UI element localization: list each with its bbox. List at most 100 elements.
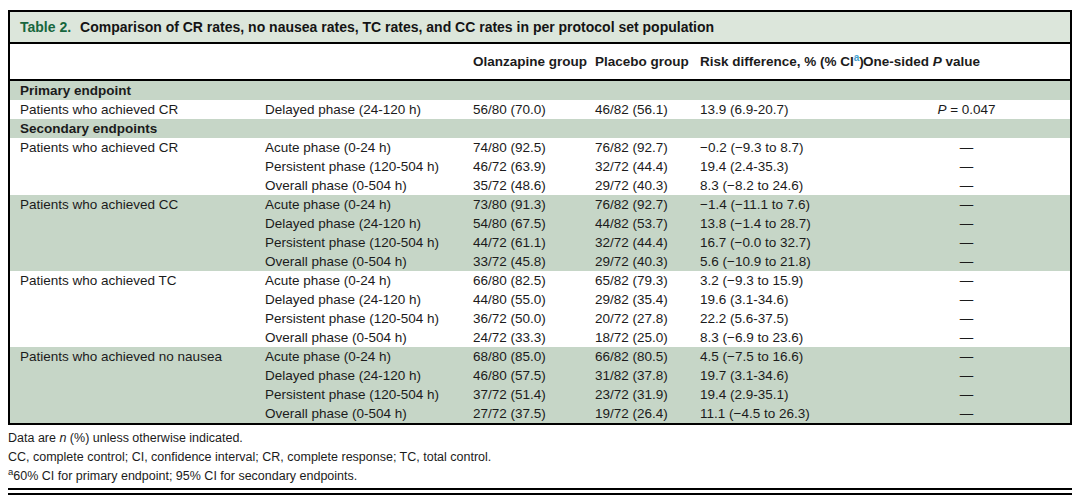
cell-olanzapine: 56/80 (70.0) bbox=[473, 100, 595, 119]
cell-phase: Persistent phase (120-504 h) bbox=[265, 157, 473, 176]
section-row: Primary endpoint bbox=[10, 80, 1070, 100]
cell-olanzapine: 37/72 (51.4) bbox=[473, 385, 595, 404]
cell-phase: Delayed phase (24-120 h) bbox=[265, 214, 473, 233]
cell-endpoint bbox=[10, 176, 265, 195]
cell-endpoint: Patients who achieved CR bbox=[10, 100, 265, 119]
col-header-phase bbox=[265, 44, 473, 80]
table-row: Patients who achieved no nauseaAcute pha… bbox=[10, 347, 1070, 366]
cell-endpoint: Patients who achieved CC bbox=[10, 195, 265, 214]
cell-p-value: — bbox=[863, 195, 1070, 214]
table-2-figure: Table 2. Comparison of CR rates, no naus… bbox=[0, 10, 1080, 501]
cell-placebo: 46/82 (56.1) bbox=[595, 100, 700, 119]
cell-placebo: 29/72 (40.3) bbox=[595, 252, 700, 271]
cell-placebo: 65/82 (79.3) bbox=[595, 271, 700, 290]
cell-risk-difference: 22.2 (5.6-37.5) bbox=[700, 309, 863, 328]
cell-olanzapine: 73/80 (91.3) bbox=[473, 195, 595, 214]
cell-phase: Overall phase (0-504 h) bbox=[265, 404, 473, 423]
table-number: Table 2. bbox=[20, 19, 71, 35]
cell-placebo: 23/72 (31.9) bbox=[595, 385, 700, 404]
cell-placebo: 29/82 (35.4) bbox=[595, 290, 700, 309]
cell-endpoint bbox=[10, 366, 265, 385]
cell-risk-difference: 19.4 (2.4-35.3) bbox=[700, 157, 863, 176]
header-row: Olanzapine group Placebo group Risk diff… bbox=[10, 44, 1070, 80]
cell-p-value: — bbox=[863, 328, 1070, 347]
cell-phase: Acute phase (0-24 h) bbox=[265, 271, 473, 290]
cell-risk-difference: 13.8 (−1.4 to 28.7) bbox=[700, 214, 863, 233]
p-header-italic: P bbox=[933, 54, 942, 69]
cell-risk-difference: −0.2 (−9.3 to 8.7) bbox=[700, 138, 863, 157]
cell-p-value: — bbox=[863, 138, 1070, 157]
col-header-placebo: Placebo group bbox=[595, 44, 700, 80]
cell-endpoint: Patients who achieved CR bbox=[10, 138, 265, 157]
cell-endpoint: Patients who achieved no nausea bbox=[10, 347, 265, 366]
cell-p-value: — bbox=[863, 176, 1070, 195]
cell-phase: Overall phase (0-504 h) bbox=[265, 176, 473, 195]
cell-risk-difference: 13.9 (6.9-20.7) bbox=[700, 100, 863, 119]
cell-p-value: — bbox=[863, 214, 1070, 233]
risk-header-text: Risk difference, % (% CI bbox=[700, 54, 854, 69]
cell-p-value: P = 0.047 bbox=[863, 100, 1070, 119]
cell-endpoint bbox=[10, 385, 265, 404]
cell-olanzapine: 54/80 (67.5) bbox=[473, 214, 595, 233]
cell-phase: Overall phase (0-504 h) bbox=[265, 328, 473, 347]
cell-phase: Delayed phase (24-120 h) bbox=[265, 290, 473, 309]
footnote-line-2: CC, complete control; CI, confidence int… bbox=[8, 448, 1072, 467]
table-title: Comparison of CR rates, no nausea rates,… bbox=[80, 19, 714, 35]
cell-p-value: — bbox=[863, 404, 1070, 423]
cell-phase: Delayed phase (24-120 h) bbox=[265, 100, 473, 119]
cell-risk-difference: 19.4 (2.9-35.1) bbox=[700, 385, 863, 404]
cell-p-value: — bbox=[863, 271, 1070, 290]
cell-olanzapine: 44/72 (61.1) bbox=[473, 233, 595, 252]
table-row: Delayed phase (24-120 h)44/80 (55.0)29/8… bbox=[10, 290, 1070, 309]
cell-risk-difference: 8.3 (−8.2 to 24.6) bbox=[700, 176, 863, 195]
section-row: Secondary endpoints bbox=[10, 119, 1070, 138]
section-label: Primary endpoint bbox=[10, 80, 1070, 100]
footnote3-text: 60% CI for primary endpoint; 95% CI for … bbox=[13, 469, 357, 483]
cell-p-value: — bbox=[863, 347, 1070, 366]
cell-olanzapine: 24/72 (33.3) bbox=[473, 328, 595, 347]
cell-p-value: — bbox=[863, 309, 1070, 328]
cell-phase: Acute phase (0-24 h) bbox=[265, 195, 473, 214]
table-row: Patients who achieved TCAcute phase (0-2… bbox=[10, 271, 1070, 290]
cell-p-value: — bbox=[863, 290, 1070, 309]
cell-phase: Delayed phase (24-120 h) bbox=[265, 366, 473, 385]
bottom-rule bbox=[8, 488, 1072, 495]
cell-placebo: 20/72 (27.8) bbox=[595, 309, 700, 328]
cell-placebo: 18/72 (25.0) bbox=[595, 328, 700, 347]
col-header-olanzapine: Olanzapine group bbox=[473, 44, 595, 80]
table-caption: Table 2. Comparison of CR rates, no naus… bbox=[8, 10, 1072, 44]
cell-placebo: 29/72 (40.3) bbox=[595, 176, 700, 195]
table-row: Persistent phase (120-504 h)44/72 (61.1)… bbox=[10, 233, 1070, 252]
cell-olanzapine: 36/72 (50.0) bbox=[473, 309, 595, 328]
cell-endpoint bbox=[10, 328, 265, 347]
table-row: Persistent phase (120-504 h)37/72 (51.4)… bbox=[10, 385, 1070, 404]
table-row: Overall phase (0-504 h)33/72 (45.8)29/72… bbox=[10, 252, 1070, 271]
cell-risk-difference: 19.6 (3.1-34.6) bbox=[700, 290, 863, 309]
cell-risk-difference: 19.7 (3.1-34.6) bbox=[700, 366, 863, 385]
table-row: Overall phase (0-504 h)27/72 (37.5)19/72… bbox=[10, 404, 1070, 423]
p-header-suffix: value bbox=[942, 54, 980, 69]
table-row: Persistent phase (120-504 h)36/72 (50.0)… bbox=[10, 309, 1070, 328]
table-footnotes: Data are n (%) unless otherwise indicate… bbox=[8, 429, 1072, 486]
footnote-line-3: a60% CI for primary endpoint; 95% CI for… bbox=[8, 467, 1072, 486]
cell-p-value: — bbox=[863, 233, 1070, 252]
table-row: Delayed phase (24-120 h)46/80 (57.5)31/8… bbox=[10, 366, 1070, 385]
cell-phase: Acute phase (0-24 h) bbox=[265, 347, 473, 366]
table-row: Patients who achieved CRAcute phase (0-2… bbox=[10, 138, 1070, 157]
cell-risk-difference: 3.2 (−9.3 to 15.9) bbox=[700, 271, 863, 290]
footnote1-prefix: Data are bbox=[8, 431, 59, 445]
table-body: Olanzapine group Placebo group Risk diff… bbox=[8, 44, 1072, 425]
cell-endpoint bbox=[10, 290, 265, 309]
cell-endpoint bbox=[10, 252, 265, 271]
cell-olanzapine: 35/72 (48.6) bbox=[473, 176, 595, 195]
cell-endpoint bbox=[10, 404, 265, 423]
cell-risk-difference: 5.6 (−10.9 to 21.8) bbox=[700, 252, 863, 271]
cell-risk-difference: 4.5 (−7.5 to 16.6) bbox=[700, 347, 863, 366]
cell-phase: Acute phase (0-24 h) bbox=[265, 138, 473, 157]
table-row: Patients who achieved CCAcute phase (0-2… bbox=[10, 195, 1070, 214]
col-header-endpoint bbox=[10, 44, 265, 80]
cell-placebo: 32/72 (44.4) bbox=[595, 157, 700, 176]
comparison-table: Olanzapine group Placebo group Risk diff… bbox=[10, 44, 1070, 423]
cell-risk-difference: 8.3 (−6.9 to 23.6) bbox=[700, 328, 863, 347]
cell-olanzapine: 33/72 (45.8) bbox=[473, 252, 595, 271]
